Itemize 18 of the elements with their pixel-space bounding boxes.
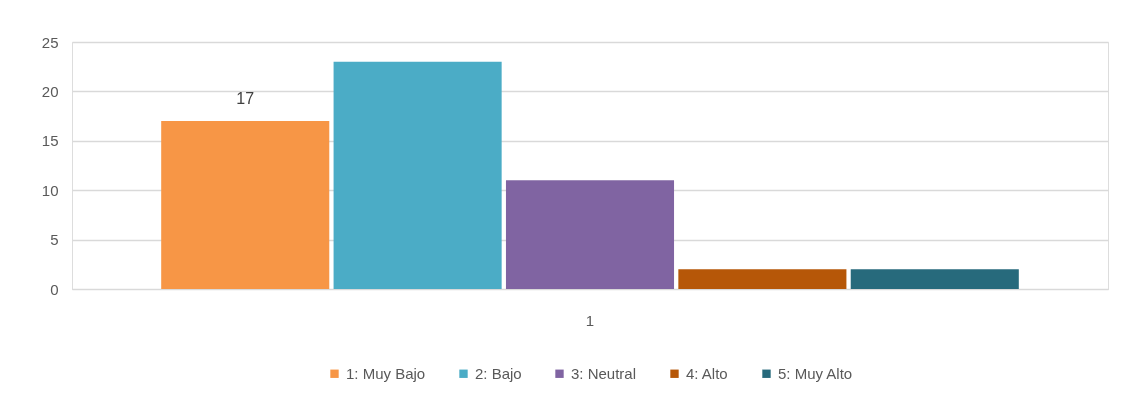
legend-label: 2: Bajo xyxy=(475,364,522,382)
bar xyxy=(505,180,675,289)
legend-label: 3: Neutral xyxy=(571,364,637,382)
y-tick-label: 15 xyxy=(41,132,59,150)
x-tick-label: 1 xyxy=(585,311,595,329)
y-tick-label: 25 xyxy=(41,33,59,51)
legend-label: 4: Alto xyxy=(686,364,728,382)
y-tick-label: 20 xyxy=(41,82,59,100)
legend-label: 1: Muy Bajo xyxy=(346,364,426,382)
y-tick-label: 10 xyxy=(41,181,59,199)
bar xyxy=(850,269,1019,289)
bar xyxy=(161,121,330,289)
y-tick-label: 0 xyxy=(50,280,59,298)
bar xyxy=(678,269,847,289)
data-label: 17 xyxy=(236,90,255,108)
legend-label: 5: Muy Alto xyxy=(778,364,853,382)
y-tick-label: 5 xyxy=(50,231,59,249)
bar xyxy=(333,61,502,289)
